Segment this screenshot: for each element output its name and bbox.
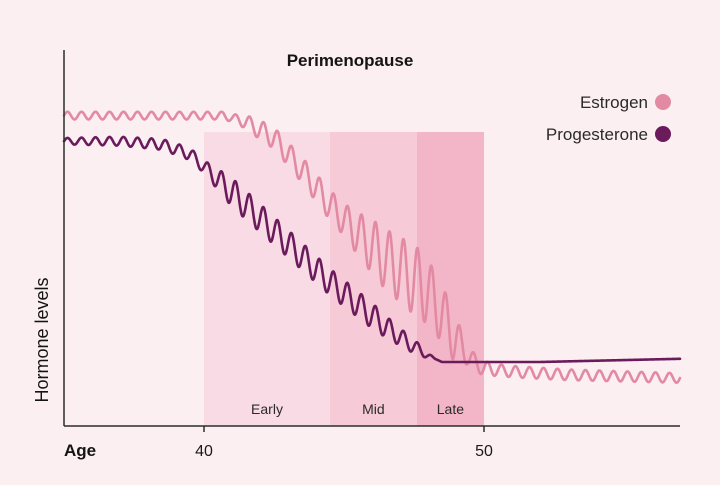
legend-label-progesterone: Progesterone bbox=[546, 125, 648, 144]
legend-label-estrogen: Estrogen bbox=[580, 93, 648, 112]
x-tick-label-50: 50 bbox=[475, 443, 493, 460]
chart-title: Perimenopause bbox=[287, 51, 414, 70]
phase-band-late bbox=[416, 132, 484, 426]
phase-label-late: Late bbox=[437, 401, 464, 417]
legend-marker-progesterone bbox=[655, 126, 671, 142]
x-tick-label-40: 40 bbox=[195, 443, 213, 460]
phase-bands: Early Mid Late bbox=[204, 132, 484, 426]
x-axis-title: Age bbox=[64, 441, 96, 460]
series-line-progesterone bbox=[62, 135, 682, 364]
x-ticks: 40 50 bbox=[195, 426, 493, 460]
phase-band-mid bbox=[330, 132, 417, 426]
y-axis-title: Hormone levels bbox=[32, 277, 52, 402]
series-line-estrogen bbox=[62, 110, 682, 385]
phase-label-early: Early bbox=[251, 401, 283, 417]
phase-label-mid: Mid bbox=[362, 401, 385, 417]
series-lines bbox=[62, 110, 682, 385]
legend-marker-estrogen bbox=[655, 94, 671, 110]
legend: Estrogen Progesterone bbox=[546, 93, 671, 144]
